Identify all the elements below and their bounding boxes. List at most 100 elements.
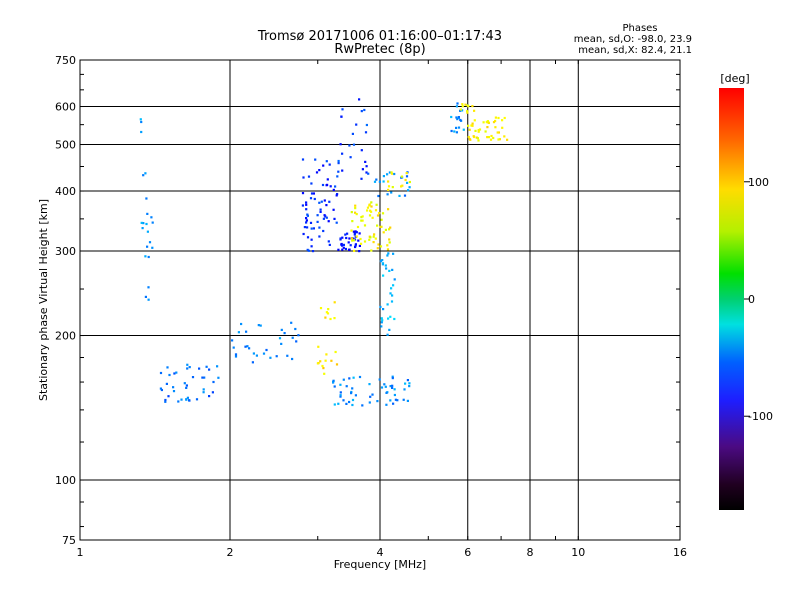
echo-point [326,178,329,181]
echo-point [255,354,258,357]
echo-point [497,116,500,120]
echo-point [386,303,389,306]
echo-point [310,238,313,241]
echo-point [341,169,344,172]
echo-point [355,231,358,234]
echo-point [356,225,360,229]
echo-point [146,245,149,248]
echo-point [330,359,333,362]
echo-point [468,137,471,141]
echo-point [455,105,458,108]
echo-point [402,398,405,401]
echo-point [459,108,462,111]
echo-point [332,188,335,191]
echo-point [339,237,342,240]
echo-point [393,388,396,391]
echo-point [368,383,371,386]
echo-point [320,200,323,203]
echo-point [486,126,489,129]
echo-point [390,171,393,174]
echo-point [278,337,282,340]
echo-point [142,222,145,225]
echo-point [257,324,260,327]
echo-point [341,152,344,155]
echo-point [324,359,327,362]
echo-point [376,224,379,227]
echo-point [307,249,310,252]
echo-point [306,226,309,229]
echo-point [354,230,357,233]
echo-point [369,209,372,212]
echo-point [164,400,167,403]
echo-point [316,220,319,223]
echo-point [360,177,363,180]
echo-point [262,352,266,355]
echo-point [333,317,336,320]
echo-point [404,178,407,182]
echo-point [382,231,385,234]
echo-point [389,385,392,388]
echo-point [382,308,385,311]
echo-point [477,130,480,133]
echo-point [398,194,401,197]
echo-point [477,129,480,132]
echo-point [342,246,345,249]
echo-point [385,403,388,406]
echo-point [387,208,390,211]
echo-point [358,250,361,253]
echo-point [492,136,495,140]
echo-point [322,217,325,220]
echo-point [487,136,490,139]
echo-point [306,248,309,251]
echo-point [334,185,337,188]
echo-point [393,278,396,281]
echo-point [466,110,469,113]
echo-point [334,350,337,354]
echo-point [354,207,357,210]
echo-point [377,243,380,246]
echo-point [316,362,319,365]
echo-point [408,382,411,385]
echo-point [364,131,368,134]
echo-point [159,387,162,390]
echo-point [168,373,171,377]
echo-point [180,398,183,401]
echo-point [358,375,362,379]
echo-point [167,395,170,398]
echo-point [378,180,381,183]
echo-point [145,222,148,226]
echo-point [453,130,456,133]
echo-point [265,348,268,352]
echo-point [393,317,396,321]
echo-point [348,237,351,240]
echo-point [151,221,154,224]
echo-point [363,108,366,112]
echo-point [305,208,308,211]
echo-point [367,172,370,175]
echo-point [360,219,363,222]
echo-point [159,371,163,375]
echo-point [376,400,379,403]
echo-point [349,156,352,159]
echo-point [310,245,313,248]
echo-point [352,376,355,379]
echo-point [294,327,297,331]
echo-point [351,220,354,223]
echo-point [246,345,249,348]
echo-point [457,126,461,129]
echo-point [389,315,392,318]
echo-point [384,264,387,267]
chart-title: Tromsø 20171006 01:16:00–01:17:43 [257,29,502,44]
echo-point [361,168,364,171]
echo-point [360,149,363,152]
echo-point [335,221,338,224]
echo-point [216,365,219,368]
echo-point [382,180,385,183]
echo-point [198,367,201,370]
echo-point [185,384,188,387]
echo-point [295,340,298,343]
echo-point [352,230,355,233]
echo-point [327,220,330,223]
echo-point [354,245,357,249]
echo-point [406,399,409,402]
